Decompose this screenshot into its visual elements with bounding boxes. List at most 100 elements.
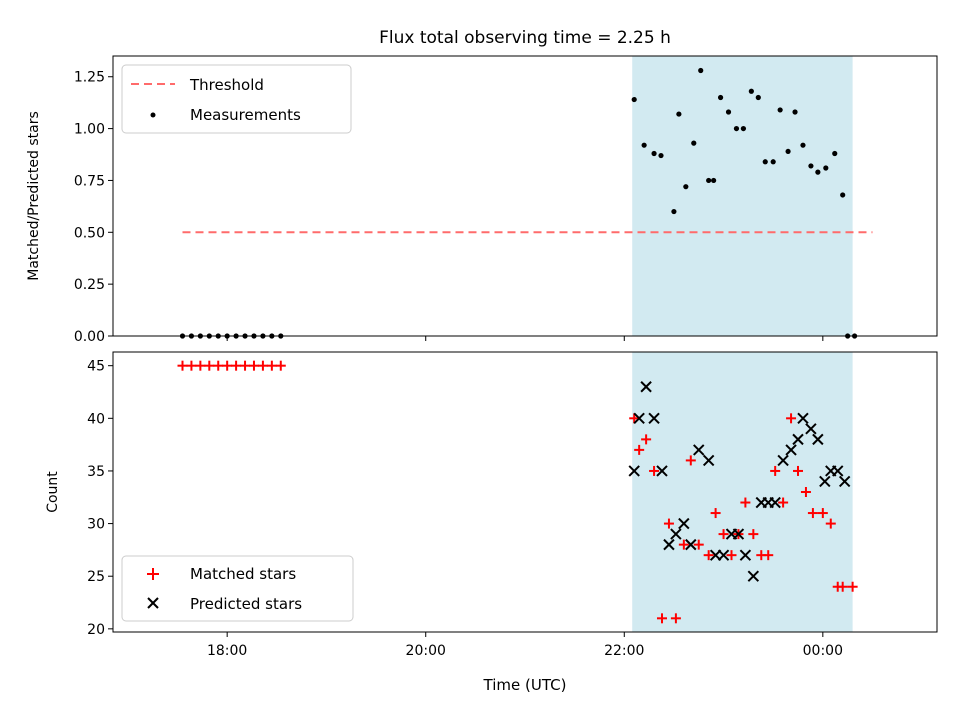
predicted-star-point xyxy=(663,538,675,551)
matched-star-point xyxy=(186,360,197,371)
predicted-star-point xyxy=(805,423,817,435)
measurement-point xyxy=(840,192,846,198)
matched-star-point xyxy=(231,360,242,371)
matched-star-point xyxy=(634,444,645,455)
measurement-point xyxy=(832,150,838,157)
top-axes-frame xyxy=(112,55,938,337)
matched-star-point xyxy=(817,508,828,519)
predicted-star-stroke-b xyxy=(628,465,640,477)
legend-matched-label: Matched stars xyxy=(190,565,296,583)
matched-star-point xyxy=(195,360,206,371)
predicted-star-point xyxy=(792,433,804,446)
matched-star-point xyxy=(763,550,774,561)
measurement-point xyxy=(651,150,657,157)
measurement-point xyxy=(800,142,806,148)
predicted-star-point xyxy=(747,570,760,582)
x-tick-label: 20:00 xyxy=(406,643,446,659)
predicted-star-stroke-b xyxy=(832,465,844,477)
matched-star-point xyxy=(710,508,721,519)
matched-star-point xyxy=(177,360,188,371)
matched-star-point xyxy=(748,529,759,540)
predicted-star-stroke-b xyxy=(693,444,705,456)
bottom-axes-frame xyxy=(112,351,938,633)
predicted-star-point xyxy=(693,444,705,456)
predicted-star-point xyxy=(769,496,781,509)
measurement-point xyxy=(676,111,682,117)
matched-star-point xyxy=(248,360,259,371)
y-tick-label: 1.00 xyxy=(74,122,105,138)
matched-star-point xyxy=(257,360,268,371)
bottom-legend-box xyxy=(121,555,354,622)
measurement-point xyxy=(770,159,776,165)
bottom-legend: Matched stars Predicted stars xyxy=(121,555,354,622)
y-tick-label: 1.25 xyxy=(74,70,105,86)
matched-star-point xyxy=(275,360,286,371)
measurement-point xyxy=(698,67,704,74)
measurement-point xyxy=(706,177,712,184)
top-x-ticks xyxy=(226,336,824,341)
matched-star-point xyxy=(204,360,215,371)
top-shaded-interval xyxy=(632,56,853,336)
matched-star-point xyxy=(657,613,668,624)
predicted-star-point xyxy=(732,528,745,540)
predicted-star-point xyxy=(832,465,844,477)
bottom-y-axis-label: Count xyxy=(45,471,61,513)
measurement-point xyxy=(808,163,814,169)
predicted-star-point xyxy=(640,381,652,393)
predicted-star-stroke-b xyxy=(739,549,752,561)
predicted-star-point xyxy=(785,444,797,456)
matched-star-point xyxy=(793,465,804,476)
predicted-star-stroke-b xyxy=(805,423,817,435)
measurement-point xyxy=(777,107,783,113)
measurement-point xyxy=(733,125,740,132)
top-legend: Threshold Measurements xyxy=(121,64,352,134)
matched-star-point xyxy=(837,581,848,592)
predicted-star-stroke-b xyxy=(663,538,675,551)
matched-star-point xyxy=(685,455,696,466)
predicted-star-stroke-b xyxy=(812,433,824,446)
top-y-ticks: 0.00 0.25 0.50 0.75 1.00 1.25 xyxy=(74,70,113,345)
matched-star-point xyxy=(629,413,640,424)
x-tick-label: 00:00 xyxy=(803,643,843,659)
predicted-star-points xyxy=(628,381,851,582)
matched-star-point xyxy=(678,539,689,550)
y-tick-label: 35 xyxy=(87,464,105,480)
predicted-star-point xyxy=(777,454,789,467)
predicted-star-point xyxy=(812,433,824,446)
matched-star-point xyxy=(240,360,251,371)
measurement-point xyxy=(785,148,791,155)
matched-star-point xyxy=(641,434,652,445)
predicted-star-stroke-b xyxy=(732,528,745,540)
predicted-star-point xyxy=(656,465,668,477)
predicted-star-stroke-b xyxy=(670,528,682,540)
matched-star-point xyxy=(222,360,233,371)
measurement-point xyxy=(691,140,697,146)
predicted-star-point xyxy=(797,412,809,425)
predicted-star-point xyxy=(678,517,690,530)
predicted-star-point xyxy=(702,454,715,467)
y-tick-label: 0.00 xyxy=(74,329,105,345)
matched-star-point xyxy=(770,465,781,476)
y-tick-label: 20 xyxy=(87,622,105,638)
predicted-star-stroke-b xyxy=(717,549,730,561)
predicted-star-stroke-b xyxy=(838,475,851,488)
predicted-star-point xyxy=(633,412,645,425)
top-legend-box xyxy=(121,64,352,134)
predicted-star-stroke-b xyxy=(640,381,652,393)
matched-star-point xyxy=(670,613,681,624)
measurement-point xyxy=(658,152,664,159)
measurement-point xyxy=(755,94,761,101)
legend-predicted-swatch xyxy=(147,597,159,609)
predicted-star-point xyxy=(670,528,682,540)
legend-predicted-label: Predicted stars xyxy=(190,595,302,613)
matched-star-point xyxy=(847,581,858,592)
y-tick-label: 0.50 xyxy=(74,225,105,241)
legend-matched-swatch xyxy=(147,568,159,580)
predicted-star-point xyxy=(739,549,752,561)
matched-star-point xyxy=(807,508,818,519)
matched-star-point xyxy=(213,360,224,371)
x-tick-label: 18:00 xyxy=(207,643,247,659)
measurement-point xyxy=(641,142,647,148)
